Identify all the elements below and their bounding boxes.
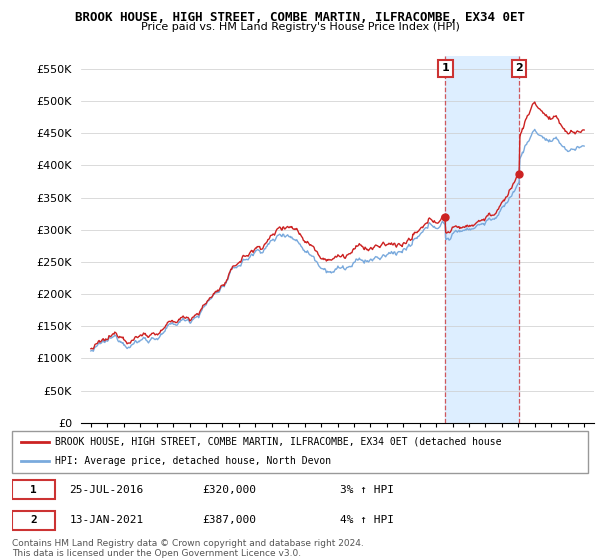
FancyBboxPatch shape — [12, 431, 588, 473]
Text: £320,000: £320,000 — [202, 484, 256, 494]
Text: HPI: Average price, detached house, North Devon: HPI: Average price, detached house, Nort… — [55, 456, 331, 466]
Bar — [445, 56, 519, 423]
FancyBboxPatch shape — [12, 480, 55, 499]
Text: 13-JAN-2021: 13-JAN-2021 — [70, 515, 144, 525]
Text: 25-JUL-2016: 25-JUL-2016 — [70, 484, 144, 494]
Text: BROOK HOUSE, HIGH STREET, COMBE MARTIN, ILFRACOMBE, EX34 0ET: BROOK HOUSE, HIGH STREET, COMBE MARTIN, … — [75, 11, 525, 24]
Text: BROOK HOUSE, HIGH STREET, COMBE MARTIN, ILFRACOMBE, EX34 0ET (detached house: BROOK HOUSE, HIGH STREET, COMBE MARTIN, … — [55, 437, 502, 447]
Text: 2: 2 — [515, 63, 523, 73]
Text: Contains HM Land Registry data © Crown copyright and database right 2024.
This d: Contains HM Land Registry data © Crown c… — [12, 539, 364, 558]
Text: £387,000: £387,000 — [202, 515, 256, 525]
Text: Price paid vs. HM Land Registry's House Price Index (HPI): Price paid vs. HM Land Registry's House … — [140, 22, 460, 32]
Text: 3% ↑ HPI: 3% ↑ HPI — [340, 484, 394, 494]
Text: 2: 2 — [30, 515, 37, 525]
Text: 1: 1 — [30, 484, 37, 494]
FancyBboxPatch shape — [12, 511, 55, 530]
Text: 1: 1 — [442, 63, 449, 73]
Text: 4% ↑ HPI: 4% ↑ HPI — [340, 515, 394, 525]
